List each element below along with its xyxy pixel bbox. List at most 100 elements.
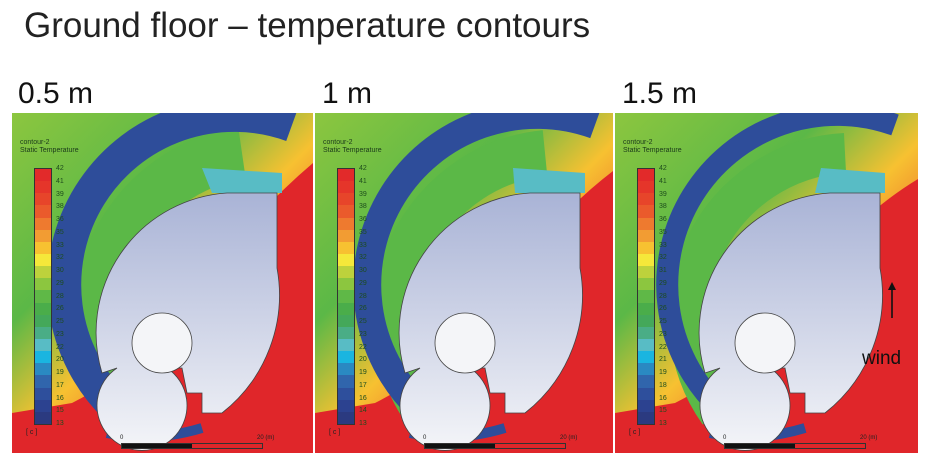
legend-subtitle: Static Temperature <box>20 147 79 154</box>
scale-bar <box>424 443 566 449</box>
legend-tick: 13 <box>659 420 667 427</box>
legend-tick: 41 <box>659 177 667 185</box>
legend-tick: 17 <box>56 381 64 389</box>
legend-tick: 22 <box>359 343 367 351</box>
legend-band <box>338 181 354 194</box>
cold-arc <box>47 113 297 421</box>
legend-band <box>638 302 654 315</box>
legend-band <box>35 217 51 230</box>
legend-ticks: 42 41 39 38 36 35 33 32 30 29 28 26 25 23 22 20 19 17 16 15… <box>56 165 64 427</box>
color-legend <box>337 168 355 425</box>
legend-band <box>35 387 51 400</box>
legend-tick: 30 <box>359 267 367 274</box>
legend-band <box>35 351 51 364</box>
legend-band <box>35 326 51 339</box>
legend-tick: 13 <box>56 420 64 427</box>
legend-band <box>35 266 51 279</box>
legend-band <box>35 375 51 388</box>
legend-band <box>638 399 654 412</box>
legend-title-line: contour-2 <box>623 139 653 146</box>
legend-band <box>338 193 354 206</box>
legend-band <box>35 169 51 182</box>
legend-band <box>338 351 354 364</box>
cold-arc <box>656 113 899 416</box>
legend-band <box>638 253 654 267</box>
legend-band <box>638 290 654 303</box>
legend-band <box>338 169 354 182</box>
legend-tick: 29 <box>359 279 367 287</box>
legend-tick: 16 <box>659 394 667 402</box>
arrow-up-icon <box>888 282 896 318</box>
wind-label: wind <box>862 348 902 369</box>
legend-tick: 38 <box>659 203 667 211</box>
legend-tick: 16 <box>359 394 367 402</box>
legend-tick: 39 <box>359 190 367 198</box>
legend-band <box>35 290 51 303</box>
scale-bar <box>121 443 263 449</box>
legend-band <box>338 217 354 230</box>
legend-tick: 30 <box>56 267 64 274</box>
contour-panel-1m: contour-2 Static Temperature 42 41 39 38 36 35… <box>315 113 613 453</box>
legend-band <box>338 375 354 388</box>
legend-band <box>338 411 354 424</box>
legend-tick: 22 <box>659 343 667 351</box>
legend-band <box>338 338 354 352</box>
legend-tick: 42 <box>56 165 64 172</box>
legend-band <box>638 193 654 206</box>
legend-band <box>35 314 51 327</box>
temperature-field <box>315 113 613 453</box>
color-legend <box>637 168 655 425</box>
slide-title: Ground floor – temperature contours <box>24 6 591 45</box>
legend-band <box>35 338 51 352</box>
legend-band <box>638 278 654 291</box>
legend-band <box>338 314 354 327</box>
legend-band <box>638 338 654 352</box>
legend-band <box>35 399 51 412</box>
legend-band <box>638 314 654 327</box>
legend-band <box>35 253 51 267</box>
legend-band <box>638 229 654 242</box>
legend-band <box>338 205 354 218</box>
cool-pocket <box>815 168 885 193</box>
legend-band <box>338 266 354 279</box>
legend-tick: 15 <box>56 407 64 415</box>
legend-tick: 32 <box>56 254 64 262</box>
legend-band <box>35 363 51 376</box>
legend-band <box>338 326 354 339</box>
legend-tick: 33 <box>56 241 64 249</box>
legend-title: contour-2 Static Temperature <box>20 139 79 155</box>
legend-tick: 38 <box>359 203 367 211</box>
legend-subtitle: Static Temperature <box>323 147 382 154</box>
legend-band <box>338 253 354 267</box>
legend-tick: 23 <box>659 330 667 338</box>
legend-band <box>35 411 51 424</box>
legend-tick: 35 <box>56 228 64 236</box>
legend-band <box>638 387 654 400</box>
legend-tick: 19 <box>659 369 667 376</box>
legend-band <box>638 181 654 194</box>
legend-tick: 26 <box>359 305 367 313</box>
legend-tick: 25 <box>659 318 667 325</box>
legend-band <box>638 169 654 182</box>
legend-tick: 21 <box>659 356 667 364</box>
legend-tick: 32 <box>659 254 667 262</box>
building-footprint <box>698 192 883 451</box>
cool-pocket <box>513 168 585 193</box>
legend-tick: 36 <box>659 216 667 223</box>
legend-tick: 14 <box>359 407 367 415</box>
legend-band <box>638 411 654 424</box>
legend-band <box>35 205 51 218</box>
legend-tick: 15 <box>659 407 667 415</box>
scale-end: 20 (m) <box>257 435 275 441</box>
legend-ticks: 42 41 39 38 36 35 33 32 30 29 28 26 25 23 22 20 19 17 16 14… <box>359 165 367 427</box>
legend-tick: 23 <box>359 330 367 338</box>
panel-label-1m: 1 m <box>322 77 373 110</box>
legend-tick: 18 <box>659 381 667 389</box>
scale-start: 0 <box>723 435 727 441</box>
legend-band <box>35 181 51 194</box>
legend-band <box>35 241 51 254</box>
building-footprint <box>95 192 280 451</box>
legend-band <box>338 363 354 376</box>
courtyard <box>734 312 796 374</box>
legend-band <box>338 229 354 242</box>
